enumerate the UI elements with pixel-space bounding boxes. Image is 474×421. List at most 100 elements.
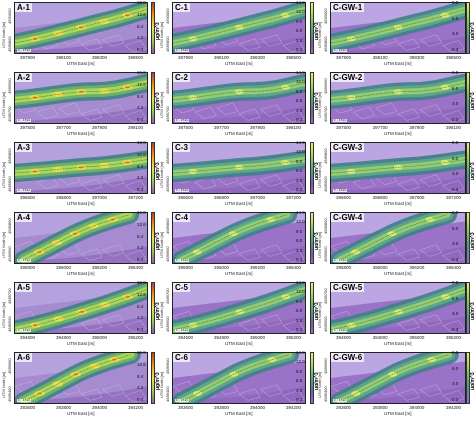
colorbar-tick-label: 4.2 <box>137 245 144 251</box>
colorbar-tick-label: 4.2 <box>137 315 144 321</box>
panel-label: C-GW-3 <box>331 143 365 152</box>
colorbar-tick-label: 6.0 <box>452 155 459 161</box>
road-line <box>339 214 448 260</box>
colorbar-tick-label: 8.4 <box>137 163 144 169</box>
urban-block <box>124 180 147 193</box>
map-area: 0 ... 0.5 km <box>172 352 306 404</box>
concentration-map <box>173 353 305 403</box>
colorbar-tick-label: 4.2 <box>137 35 144 41</box>
y-axis-label: UTM North [m] <box>159 371 164 398</box>
x-tick-label: 396600 <box>20 195 36 200</box>
urban-block <box>282 390 305 403</box>
x-tick-label: 395200 <box>446 335 462 340</box>
x-tick-label: 393600 <box>336 405 352 410</box>
colorbar-unit: μg/m^3 <box>470 232 474 250</box>
terrain-region <box>173 36 305 53</box>
colorbar-tick-label: 12.6 <box>137 361 146 367</box>
colorbar-tick-label: 12.6 <box>137 221 146 227</box>
colorbar-tick-label: 3.0 <box>296 247 303 253</box>
colorbar-tick-label: 6.0 <box>452 85 459 91</box>
hotspot-core <box>125 161 130 164</box>
scale-bar: 0 ... 0.5 km <box>333 329 348 332</box>
x-axis-label: UTM East [m] <box>225 341 253 346</box>
x-axis-label: UTM East [m] <box>67 411 95 416</box>
panel-c-gw-1: 0 ... 0.5 km C-GW-1 UTM North [m] 4590000 45… <box>317 0 474 70</box>
scale-bar: 0 ... 0.5 km <box>17 49 32 52</box>
panel-c-1: 0 ... 0.5 km C-1 UTM North [m] 4590000 45898… <box>159 0 320 70</box>
x-axis-label: UTM East [m] <box>67 201 95 206</box>
x-tick-label: 397200 <box>128 195 144 200</box>
colorbar-tick-label: 0.3 <box>452 187 459 192</box>
urban-block <box>282 250 305 263</box>
scale-bar: 0 ... 0.5 km <box>333 399 348 402</box>
y-tick-label: 4589600 <box>323 246 328 262</box>
terrain-region <box>15 283 147 308</box>
y-tick-label: 4589900 <box>323 78 328 94</box>
urban-block <box>124 110 147 123</box>
panel-c-gw-5: 0 ... 0.5 km C-GW-5 UTM North [m] 4589700 45… <box>317 280 474 350</box>
hotspot <box>193 391 202 397</box>
x-tick-label: 396800 <box>372 195 388 200</box>
hotspot-core <box>125 14 130 17</box>
x-tick-label: 396600 <box>336 195 352 200</box>
x-tick-label: 394800 <box>56 335 72 340</box>
scale-bar: 0 ... 0.5 km <box>17 329 32 332</box>
y-tick-label: 4589600 <box>165 246 170 262</box>
scale-bar: 0 ... 0.5 km <box>17 259 32 262</box>
urban-block <box>80 248 103 261</box>
map-area: 0 ... 0.5 km <box>14 2 148 54</box>
panel-label: A-3 <box>15 143 32 152</box>
x-tick-label: 398100 <box>372 55 388 60</box>
colorbar-tick-label: 9.0 <box>452 280 459 285</box>
road-line <box>23 354 132 402</box>
colorbar-tick-label: 12.0 <box>296 9 305 15</box>
y-tick-label: 4589900 <box>7 78 12 94</box>
x-tick-label: 394000 <box>92 405 108 410</box>
colorbar-tick-label: 9.0 <box>296 298 303 304</box>
colorbar-tick-label: 0.3 <box>452 257 459 262</box>
urban-block <box>102 174 125 187</box>
urban-block <box>397 248 420 261</box>
x-axis-label: UTM East [m] <box>225 271 253 276</box>
map-area: 0 ... 0.5 km <box>14 352 148 404</box>
x-tick-label: 397900 <box>92 125 108 130</box>
map-area: 0 ... 0.5 km <box>172 282 306 334</box>
road-line <box>339 354 449 402</box>
scale-bar: 0 ... 0.5 km <box>333 189 348 192</box>
x-tick-label: 396600 <box>178 195 194 200</box>
x-axis-label: UTM East [m] <box>384 201 412 206</box>
colorbar-tick-label: 12.6 <box>137 151 146 157</box>
road-line <box>23 214 130 260</box>
road-line <box>173 159 305 174</box>
x-tick-label: 398100 <box>214 55 230 60</box>
colorbar-tick-label: 4.2 <box>137 175 144 181</box>
colorbar-tick-label: 0.4 <box>137 187 144 192</box>
panel-label: C-2 <box>173 73 190 82</box>
x-tick-label: 395200 <box>128 335 144 340</box>
hotspot <box>188 322 198 328</box>
terrain-region <box>173 316 305 333</box>
scale-bar: 0 ... 0.5 km <box>17 189 32 192</box>
y-tick-label: 4589700 <box>323 106 328 122</box>
colorbar-tick-label: 3.0 <box>452 311 459 317</box>
panel-a-6: 0 ... 0.5 km A-6 UTM North [m] 4589600 45894… <box>0 350 161 420</box>
colorbar-unit: μg/m^3 <box>470 92 474 110</box>
x-tick-label: 396400 <box>286 265 302 270</box>
terrain-region <box>173 246 305 263</box>
panel-c-gw-6: 0 ... 0.5 km C-GW-6 UTM North [m] 4589600 45… <box>317 350 474 420</box>
colorbar-tick-label: 6.0 <box>296 168 303 174</box>
x-tick-label: 397900 <box>250 125 266 130</box>
x-tick-label: 394000 <box>250 405 266 410</box>
colorbar-tick-label: 12.0 <box>296 289 305 295</box>
x-tick-label: 396400 <box>128 265 144 270</box>
urban-block <box>102 244 125 257</box>
colorbar-tick-label: 3.0 <box>452 171 459 177</box>
urban-block <box>260 384 283 397</box>
hotspot <box>440 84 450 90</box>
colorbar-tick-label: 12.0 <box>296 149 305 155</box>
y-tick-label: 4589700 <box>323 288 328 304</box>
colorbar-tick-label: 14.9 <box>296 350 305 355</box>
terrain-region <box>173 176 305 193</box>
road-line <box>331 289 465 330</box>
urban-block <box>397 178 420 191</box>
